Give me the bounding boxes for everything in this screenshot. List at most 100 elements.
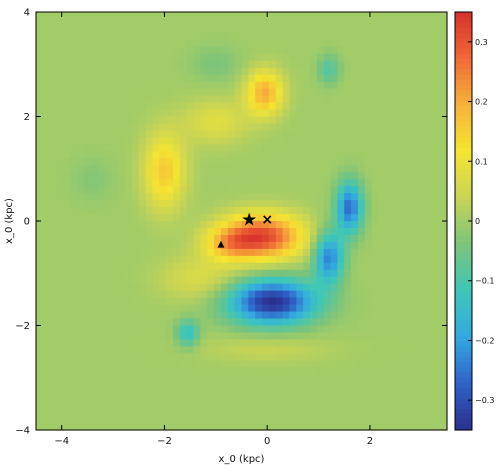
heatmap-cell — [296, 109, 304, 118]
heatmap-cell — [330, 290, 338, 299]
y-tick-label: 0 — [24, 217, 30, 228]
heatmap-cell — [138, 32, 147, 41]
heatmap-cell — [111, 12, 119, 20]
heatmap-cell — [405, 179, 414, 187]
heatmap-cell — [131, 339, 140, 347]
heatmap-cell — [166, 332, 174, 341]
heatmap-cell — [63, 172, 71, 180]
heatmap-cell — [220, 332, 229, 341]
heatmap-cell — [262, 74, 270, 83]
heatmap-cell — [296, 67, 304, 76]
heatmap-cell — [268, 95, 277, 104]
heatmap-cell — [282, 346, 291, 354]
heatmap-cell — [268, 395, 277, 403]
heatmap-cell — [282, 276, 291, 285]
heatmap-cell — [378, 179, 386, 187]
heatmap-cell — [262, 255, 270, 264]
heatmap-cell — [337, 269, 345, 278]
heatmap-cell — [282, 193, 291, 201]
heatmap-cell — [166, 255, 174, 264]
heatmap-cell — [63, 193, 71, 201]
heatmap-cell — [344, 332, 352, 341]
heatmap-cell — [248, 325, 256, 334]
heatmap-cell — [255, 339, 263, 347]
heatmap-cell — [255, 207, 263, 215]
heatmap-cell — [248, 346, 256, 354]
heatmap-cell — [200, 339, 208, 347]
heatmap-cell — [159, 12, 167, 20]
heatmap-cell — [351, 402, 359, 410]
heatmap-cell — [159, 234, 167, 243]
heatmap-cell — [392, 346, 400, 354]
heatmap-cell — [262, 95, 270, 104]
heatmap-cell — [282, 416, 291, 424]
heatmap-cell — [220, 318, 229, 327]
heatmap-cell — [186, 388, 195, 396]
heatmap-cell — [337, 388, 345, 396]
heatmap-cell — [330, 25, 338, 34]
heatmap-cell — [248, 374, 256, 382]
heatmap-cell — [426, 67, 434, 76]
heatmap-cell — [268, 262, 277, 271]
heatmap-cell — [77, 25, 85, 34]
heatmap-cell — [42, 241, 51, 250]
heatmap-cell — [289, 137, 297, 145]
heatmap-cell — [316, 346, 325, 354]
heatmap-cell — [289, 95, 297, 104]
heatmap-cell — [36, 151, 44, 159]
heatmap-cell — [419, 186, 428, 194]
heatmap-cell — [241, 88, 249, 97]
heatmap-cell — [392, 269, 400, 278]
heatmap-cell — [316, 151, 325, 159]
heatmap-cell — [371, 151, 380, 159]
heatmap-cell — [70, 360, 78, 368]
heatmap-cell — [268, 269, 277, 278]
heatmap-cell — [248, 158, 256, 166]
heatmap-cell — [207, 130, 215, 138]
heatmap-cell — [49, 81, 58, 90]
heatmap-cell — [97, 318, 106, 327]
heatmap-cell — [131, 151, 140, 159]
heatmap-cell — [296, 255, 304, 264]
colorbar-segment — [455, 335, 472, 342]
heatmap-cell — [207, 269, 215, 278]
heatmap-cell — [234, 318, 243, 327]
heatmap-cell — [296, 388, 304, 396]
heatmap-cell — [83, 360, 92, 368]
heatmap-cell — [90, 269, 99, 278]
heatmap-cell — [173, 423, 181, 431]
heatmap-cell — [419, 123, 428, 132]
heatmap-cell — [241, 221, 249, 229]
heatmap-cell — [214, 269, 222, 278]
heatmap-cell — [186, 311, 195, 320]
heatmap-cell — [310, 262, 318, 271]
heatmap-cell — [227, 39, 236, 48]
heatmap-cell — [118, 374, 126, 382]
heatmap-cell — [90, 130, 99, 138]
heatmap-cell — [378, 18, 386, 27]
heatmap-cell — [282, 367, 291, 375]
heatmap-cell — [118, 353, 126, 361]
heatmap-cell — [419, 423, 428, 431]
heatmap-cell — [385, 207, 393, 215]
heatmap-cell — [296, 283, 304, 292]
heatmap-cell — [357, 102, 366, 111]
colorbar-segment — [455, 241, 472, 248]
colorbar-segment — [455, 64, 472, 71]
heatmap-cell — [262, 346, 270, 354]
heatmap-cell — [303, 67, 311, 76]
heatmap-cell — [200, 144, 208, 152]
heatmap-cell — [36, 144, 44, 152]
heatmap-cell — [385, 269, 393, 278]
heatmap-cell — [323, 130, 332, 138]
heatmap-cell — [392, 39, 400, 48]
heatmap-cell — [179, 290, 188, 299]
heatmap-cell — [104, 311, 112, 320]
heatmap-cell — [234, 248, 243, 257]
heatmap-cell — [173, 339, 181, 347]
heatmap-cell — [262, 137, 270, 145]
heatmap-cell — [248, 409, 256, 417]
heatmap-cell — [83, 88, 92, 97]
heatmap-cell — [193, 172, 201, 180]
heatmap-cell — [159, 116, 167, 125]
